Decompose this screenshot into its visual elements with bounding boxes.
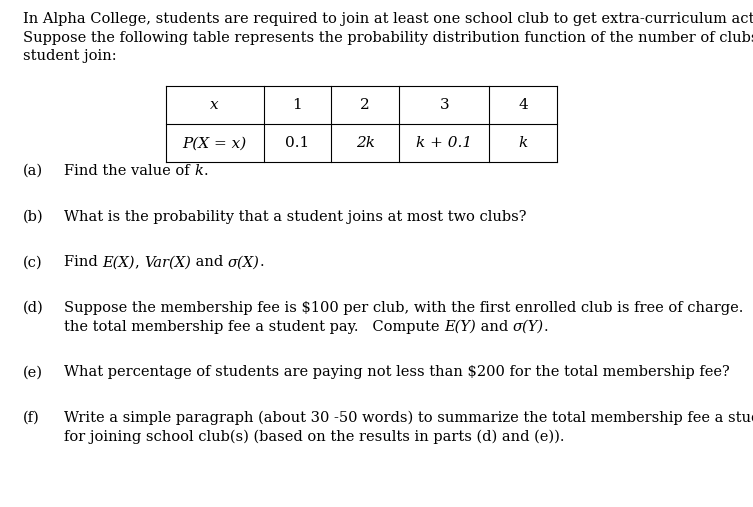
Text: for joining school club(s) (based on the results in parts (d) and (e)).: for joining school club(s) (based on the… <box>64 429 565 444</box>
Text: .: . <box>260 255 264 269</box>
Text: k: k <box>519 136 528 150</box>
Text: .: . <box>544 319 548 334</box>
Text: 2: 2 <box>361 98 370 112</box>
Text: Write a simple paragraph (about 30 -50 words) to summarize the total membership : Write a simple paragraph (about 30 -50 w… <box>64 411 753 425</box>
Text: 0.1: 0.1 <box>285 136 309 150</box>
Text: 2k: 2k <box>355 136 375 150</box>
Text: What is the probability that a student joins at most two clubs?: What is the probability that a student j… <box>64 209 526 224</box>
Text: P(X = x): P(X = x) <box>182 136 247 150</box>
Text: 1: 1 <box>293 98 302 112</box>
Text: (d): (d) <box>23 301 44 315</box>
Text: σ(Y): σ(Y) <box>513 319 544 334</box>
Text: Suppose the following table represents the probability distribution function of : Suppose the following table represents t… <box>23 30 753 45</box>
Text: 4: 4 <box>519 98 528 112</box>
Text: k: k <box>194 164 203 178</box>
Text: ,: , <box>135 255 145 269</box>
Text: (f): (f) <box>23 411 39 425</box>
Text: (b): (b) <box>23 209 43 224</box>
Text: Find: Find <box>64 255 102 269</box>
Text: x: x <box>210 98 219 112</box>
Text: the total membership fee a student pay.   Compute: the total membership fee a student pay. … <box>64 319 444 334</box>
Text: In Alpha College, students are required to join at least one school club to get : In Alpha College, students are required … <box>23 12 753 26</box>
Text: Find the value of: Find the value of <box>64 164 194 178</box>
Text: .: . <box>203 164 208 178</box>
Text: E(Y): E(Y) <box>444 319 476 334</box>
Text: σ(X): σ(X) <box>228 255 260 269</box>
Text: Suppose the membership fee is $100 per club, with the first enrolled club is fre: Suppose the membership fee is $100 per c… <box>64 301 753 315</box>
Text: What percentage of students are paying not less than $200 for the total membersh: What percentage of students are paying n… <box>64 365 730 379</box>
Text: 3: 3 <box>440 98 449 112</box>
Text: and: and <box>191 255 228 269</box>
Text: and: and <box>476 319 513 334</box>
Text: E(X): E(X) <box>102 255 135 269</box>
Text: (a): (a) <box>23 164 43 178</box>
Text: k + 0.1: k + 0.1 <box>416 136 472 150</box>
Text: Var(X): Var(X) <box>145 255 191 269</box>
Text: (c): (c) <box>23 255 42 269</box>
Text: student join:: student join: <box>23 49 116 63</box>
Text: (e): (e) <box>23 365 43 379</box>
